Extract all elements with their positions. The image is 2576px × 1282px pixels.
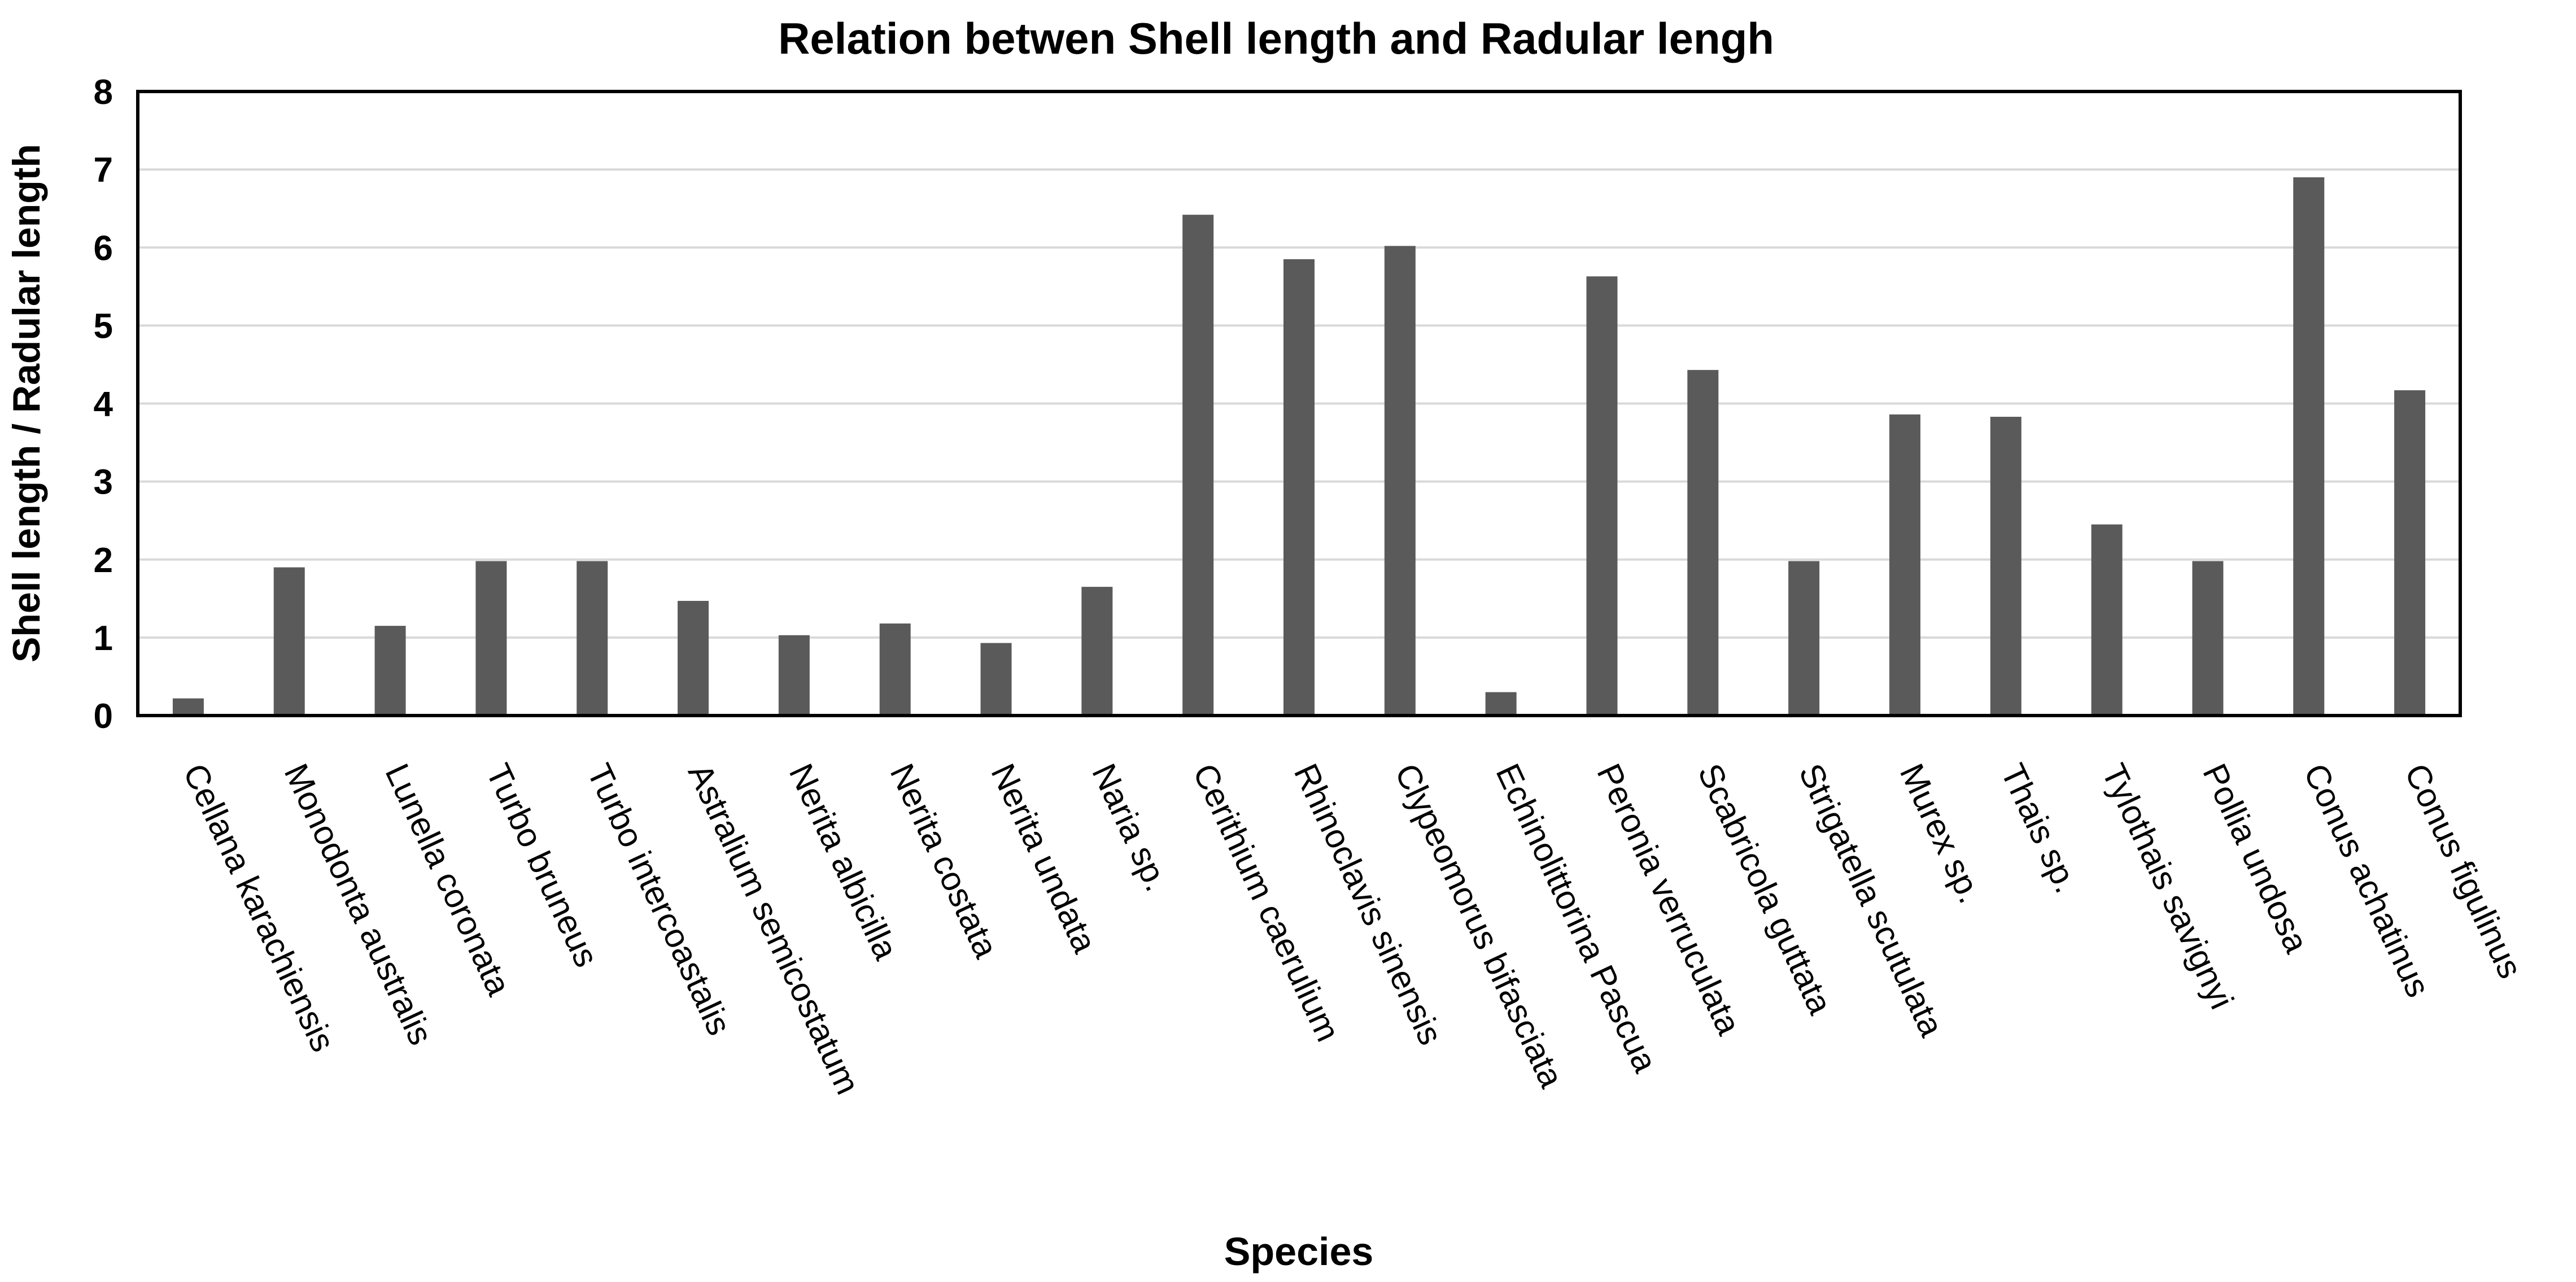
x-tick-label: Naria sp. [1085, 758, 1176, 897]
x-tick-label: Thais sp. [1994, 758, 2086, 899]
bar [1485, 692, 1517, 716]
y-tick-labels: 0 1 2 3 4 5 6 7 8 [94, 73, 113, 736]
bar [1586, 276, 1618, 716]
bar [172, 698, 204, 716]
bar [2394, 390, 2426, 716]
x-tick-label: Nerita undata [984, 758, 1104, 958]
bar [1182, 215, 1214, 716]
bar [2293, 177, 2325, 716]
bar [2091, 524, 2123, 716]
bar [1384, 246, 1416, 716]
y-axis-title: Shell length / Radular length [5, 144, 48, 662]
y-tick-label: 5 [94, 307, 113, 346]
chart-title: Relation betwen Shell length and Radular… [778, 14, 1774, 63]
bar [374, 626, 406, 716]
bars [172, 177, 2426, 716]
y-tick-label: 7 [94, 151, 113, 190]
x-tick-label: Nerita albicilla [782, 758, 906, 965]
bar [1990, 416, 2021, 716]
x-tick-label: Turbo bruneus [479, 758, 606, 973]
y-tick-label: 0 [94, 697, 113, 736]
bar [475, 561, 507, 716]
y-tick-label: 2 [94, 541, 113, 580]
plot-frame [136, 90, 2462, 717]
x-tick-label: Pollia undosa [2195, 758, 2316, 958]
y-tick-label: 6 [94, 229, 113, 268]
bar [577, 561, 608, 716]
x-tick-label: Nerita costata [883, 758, 1005, 963]
x-tick-label: Murex sp. [1893, 758, 1990, 909]
bar [1081, 587, 1113, 716]
bar [1788, 561, 1820, 716]
bar [1889, 414, 1920, 716]
bar [678, 600, 709, 716]
y-tick-label: 4 [94, 385, 113, 424]
y-tick-label: 1 [94, 619, 113, 658]
x-axis-title: Species [1224, 1229, 1374, 1274]
y-tick-label: 8 [94, 73, 113, 112]
bar [2192, 561, 2224, 716]
bar [778, 635, 810, 716]
bar [1687, 370, 1719, 716]
bar [273, 567, 305, 716]
y-tick-label: 3 [94, 463, 113, 502]
bar [1283, 259, 1315, 716]
bar [980, 643, 1012, 716]
bar [879, 623, 911, 716]
